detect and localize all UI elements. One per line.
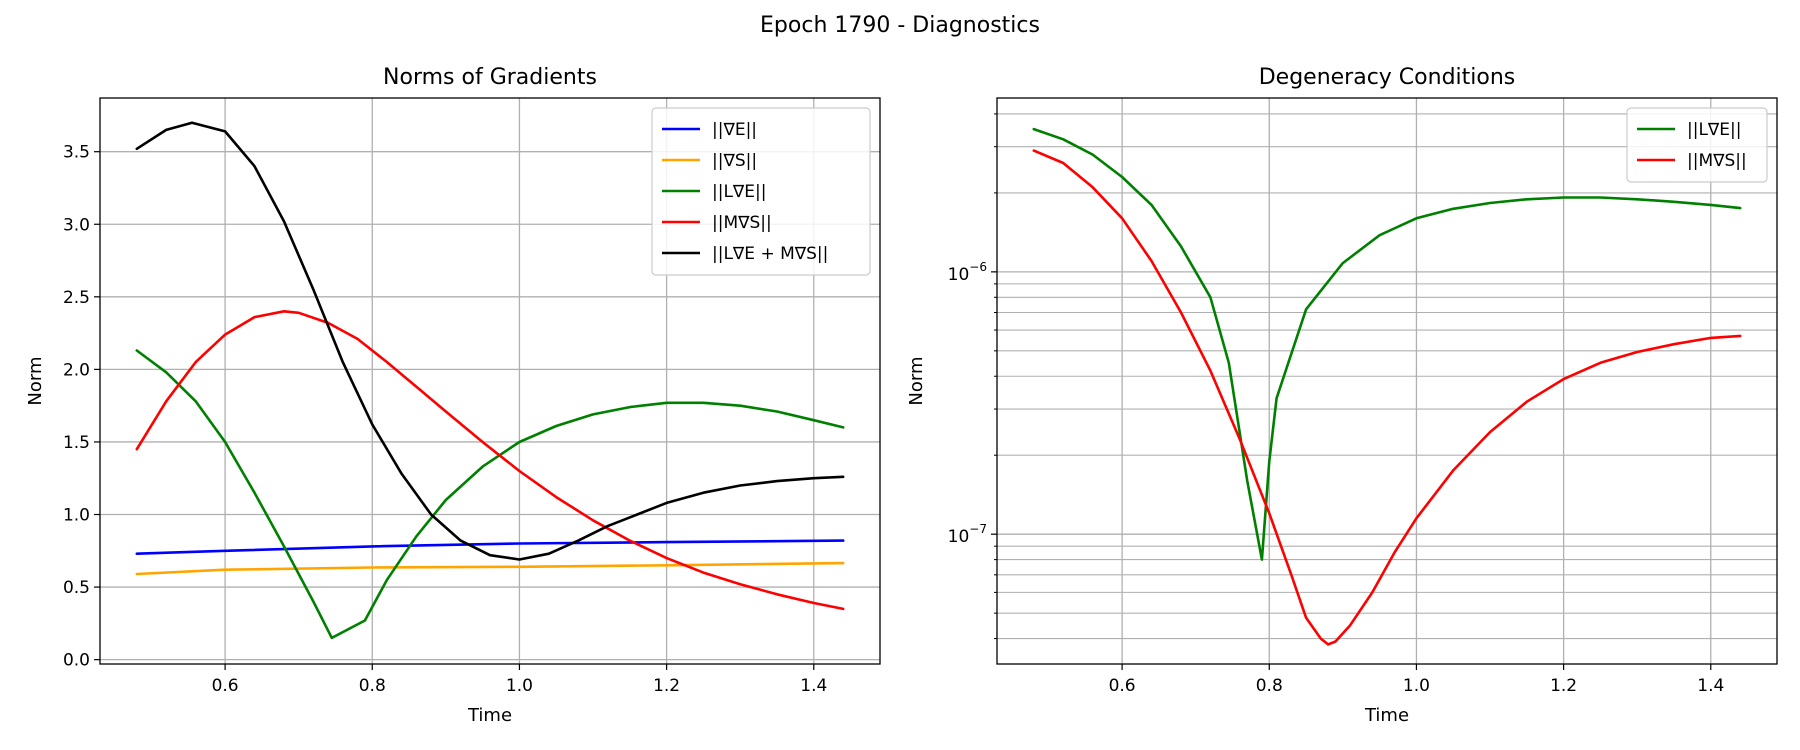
legend-label: ||∇E|| — [712, 120, 757, 140]
y-tick-label: 0.5 — [63, 578, 90, 598]
x-tick-label: 1.4 — [1697, 676, 1724, 696]
y-axis-label: Norm — [906, 356, 927, 405]
series-line-MS — [135, 309, 845, 611]
tick-exponent: −6 — [969, 260, 987, 274]
y-tick-label: 10−7 — [948, 522, 987, 547]
y-tick-label: 0.0 — [63, 651, 90, 671]
chart-title: Degeneracy Conditions — [1259, 65, 1516, 90]
y-tick-label: 3.0 — [63, 215, 90, 235]
tick-exponent: −7 — [969, 522, 987, 536]
figure-title: Epoch 1790 - Diagnostics — [760, 13, 1040, 38]
legend-label: ||M∇S|| — [1687, 151, 1747, 171]
plot-frame — [99, 97, 881, 665]
x-tick-label: 1.4 — [800, 676, 827, 696]
x-tick-label: 1.0 — [1403, 676, 1430, 696]
x-tick-label: 1.0 — [506, 676, 533, 696]
x-axis-label: Time — [467, 705, 512, 726]
legend-label: ||M∇S|| — [712, 213, 772, 233]
y-tick-label: 2.0 — [63, 360, 90, 380]
x-tick-label: 1.2 — [653, 676, 680, 696]
y-tick-label: 1.5 — [63, 433, 90, 453]
plot-frame — [996, 97, 1778, 665]
legend-label: ||∇S|| — [712, 151, 757, 171]
y-axis-label: Norm — [25, 356, 46, 405]
legend-label: ||L∇E + M∇S|| — [712, 244, 828, 264]
x-tick-label: 0.6 — [1109, 676, 1136, 696]
tick-base: 10 — [948, 527, 970, 547]
x-tick-label: 0.6 — [212, 676, 239, 696]
x-tick-label: 0.8 — [359, 676, 386, 696]
tick-base: 10 — [948, 265, 970, 285]
x-tick-label: 0.8 — [1256, 676, 1283, 696]
series-line-sum — [135, 121, 845, 561]
series-line-LE — [1032, 127, 1742, 561]
series-line-LE — [135, 349, 845, 640]
gradient-norms-chart: Norms of Gradients 0.6 0.8 1.0 1.2 1.4 0.0 0.5… — [25, 65, 881, 726]
x-tick-label: 1.2 — [1550, 676, 1577, 696]
legend-label: ||L∇E|| — [1687, 120, 1742, 140]
series-line-MS — [1032, 149, 1742, 646]
legend-label: ||L∇E|| — [712, 182, 767, 202]
series-line-S — [135, 561, 845, 576]
series-line-E — [135, 539, 845, 556]
chart-title: Norms of Gradients — [383, 65, 597, 90]
legend-box — [1626, 107, 1768, 183]
degeneracy-chart: Degeneracy Conditions 0.6 0.8 1.0 1.2 1.410−… — [906, 65, 1778, 726]
y-tick-label: 10−6 — [948, 260, 987, 285]
legend-box — [651, 107, 871, 276]
x-axis-label: Time — [1364, 705, 1409, 726]
y-tick-label: 3.5 — [63, 143, 90, 163]
y-tick-label: 2.5 — [63, 288, 90, 308]
y-tick-label: 1.0 — [63, 506, 90, 526]
